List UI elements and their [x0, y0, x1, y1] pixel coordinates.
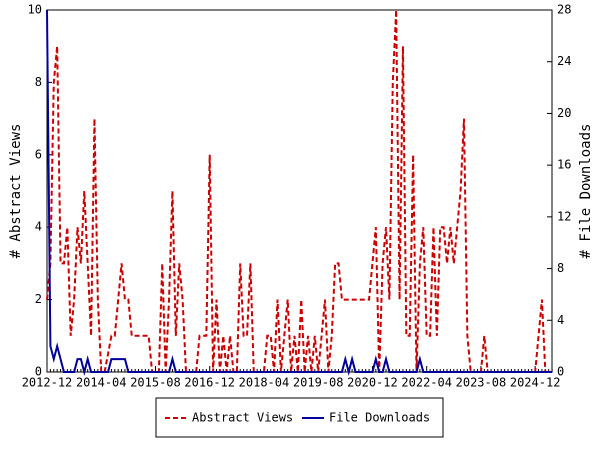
y-tick-label: 2 [35, 292, 42, 306]
y-tick-label: 8 [35, 75, 42, 89]
y2-tick-label: 8 [557, 261, 564, 275]
y2-tick-label: 16 [557, 158, 571, 172]
y2-axis-title: # File Downloads [578, 124, 594, 259]
legend-label: Abstract Views [192, 411, 293, 425]
y2-tick-label: 4 [557, 313, 564, 327]
x-tick-label: 2023-08 [456, 376, 507, 390]
x-tick-label: 2014-04 [76, 376, 127, 390]
legend-box [155, 397, 444, 438]
x-tick-label: 2012-12 [22, 376, 73, 390]
x-tick-label: 2022-04 [401, 376, 452, 390]
y-tick-label: 0 [35, 365, 42, 379]
y-tick-label: 4 [35, 220, 42, 234]
y2-tick-label: 24 [557, 54, 571, 68]
x-tick-label: 2016-12 [184, 376, 235, 390]
x-tick-label: 2020-12 [347, 376, 398, 390]
x-tick-label: 2019-08 [293, 376, 344, 390]
y2-tick-label: 28 [557, 3, 571, 17]
series-line [46, 9, 553, 373]
y-tick-label: 10 [28, 3, 42, 17]
y2-tick-label: 20 [557, 106, 571, 120]
legend-label: File Downloads [329, 411, 430, 425]
x-tick-label: 2018-04 [239, 376, 290, 390]
y-tick-label: 6 [35, 147, 42, 161]
series-line [46, 9, 553, 376]
y-axis-title: # Abstract Views [8, 124, 24, 259]
x-tick-label: 2015-08 [130, 376, 181, 390]
y2-tick-label: 12 [557, 209, 571, 223]
y2-tick-label: 0 [557, 365, 564, 379]
x-tick-label: 2024-12 [510, 376, 561, 390]
